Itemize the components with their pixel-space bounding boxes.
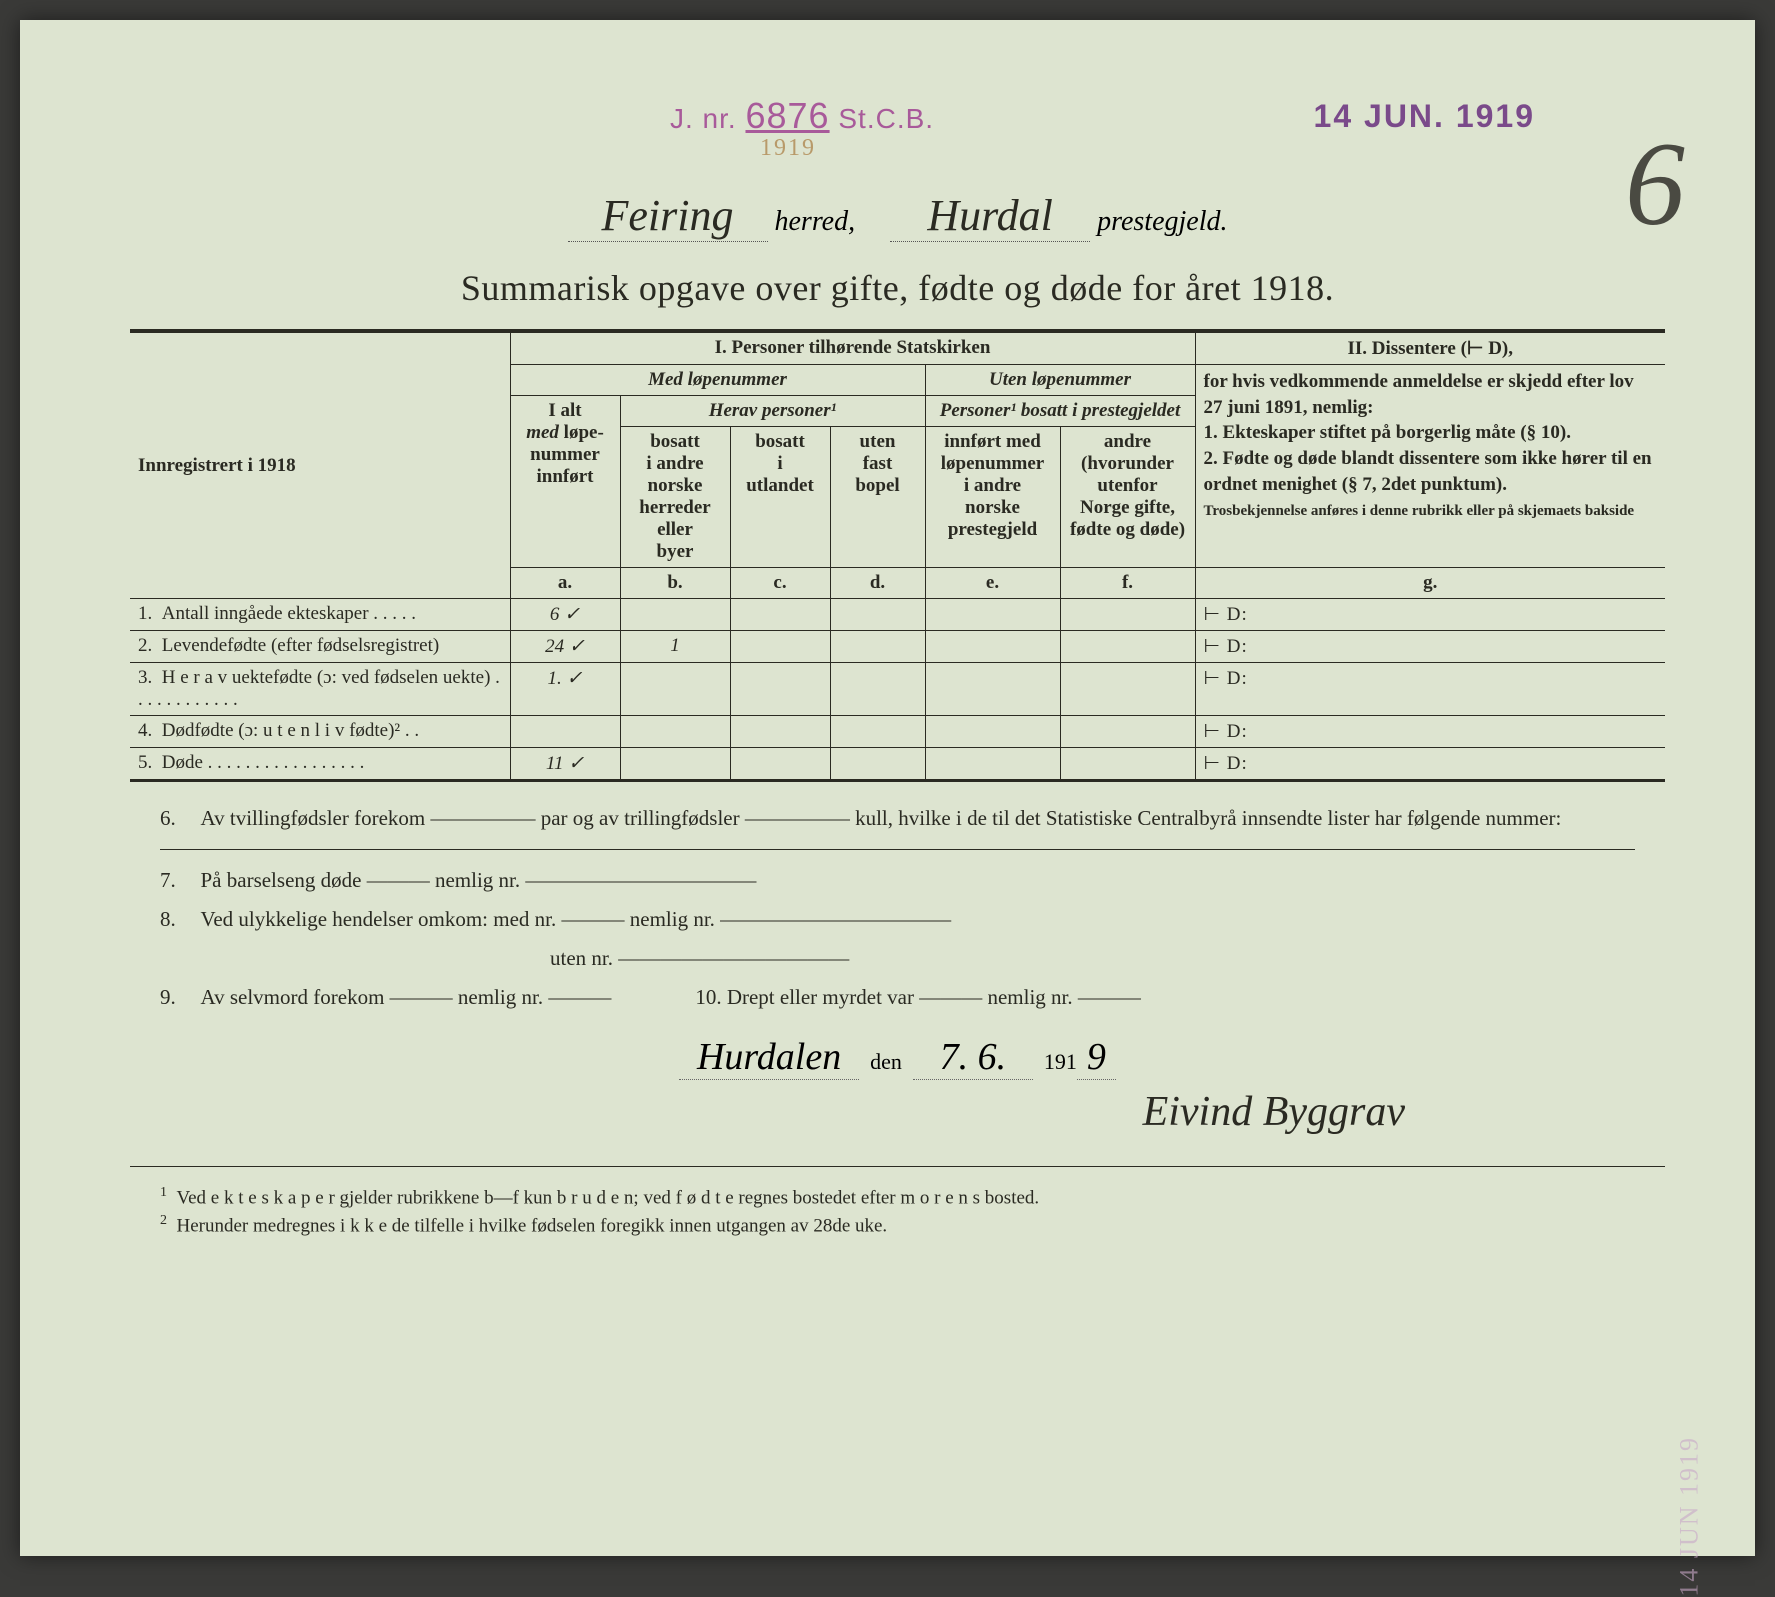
- footnote-2: 2 Herunder medregnes i k k e de tilfelle…: [160, 1213, 1635, 1237]
- journal-number-stamp: J. nr. 6876 St.C.B.: [670, 95, 934, 137]
- main-table: Innregistrert i 1918 I. Personer tilhøre…: [130, 329, 1665, 782]
- header-line: Feiring herred, Hurdal prestegjeld.: [130, 190, 1665, 242]
- document-page: J. nr. 6876 St.C.B. 1919 14 JUN. 1919 6 …: [20, 20, 1755, 1556]
- jnr-number: 6876: [745, 95, 829, 136]
- herav-personer: Herav personer¹: [620, 396, 925, 427]
- footnote-1: 1 Ved e k t e s k a p e r gjelder rubrik…: [160, 1185, 1635, 1209]
- prestegjeld-value: Hurdal: [890, 190, 1090, 242]
- herred-value: Feiring: [568, 190, 768, 242]
- jnr-label: J. nr.: [670, 103, 737, 134]
- signature-place: Hurdalen: [679, 1035, 859, 1080]
- document-title: Summarisk opgave over gifte, fødte og dø…: [130, 267, 1665, 309]
- signature-date: 7. 6.: [913, 1035, 1033, 1080]
- col-letter-f: f.: [1060, 568, 1195, 599]
- herred-label: herred,: [775, 206, 856, 237]
- signature-name: Eivind Byggrav: [130, 1088, 1665, 1136]
- col-f-head: andre(hvorunderutenforNorge gifte,fødte …: [1060, 427, 1195, 568]
- side-date-stamp: 14 JUN 1919: [1675, 1436, 1705, 1597]
- col-letter-a: a.: [510, 568, 620, 599]
- table-row: 1. Antall inngåede ekteskaper . . . . . …: [130, 599, 1665, 631]
- dissentere-text: for hvis vedkommende anmeldelse er skjed…: [1195, 365, 1665, 568]
- table-row: 3. H e r a v uektefødte (ɔ: ved fødselen…: [130, 663, 1665, 716]
- jnr-year: 1919: [760, 135, 816, 162]
- col-e-head: innført medløpenummeri andrenorskepreste…: [925, 427, 1060, 568]
- section1-head: I. Personer tilhørende Statskirken: [510, 331, 1195, 365]
- left-header: Innregistrert i 1918: [130, 331, 510, 599]
- col-letter-b: b.: [620, 568, 730, 599]
- col-b-head: bosatti andrenorskeherrederellerbyer: [620, 427, 730, 568]
- section2-head: II. Dissentere (⊢ D),: [1195, 331, 1665, 365]
- med-lopenummer: Med løpenummer: [510, 365, 925, 396]
- col-letter-g: g.: [1195, 568, 1665, 599]
- personer-bosatt: Personer¹ bosatt i prestegjeldet: [925, 396, 1195, 427]
- col-a-head: I altmed løpe-nummerinnført: [510, 396, 620, 568]
- col-letter-c: c.: [730, 568, 830, 599]
- signature-line: Hurdalen den 7. 6. 1919: [130, 1035, 1665, 1080]
- item-6: 6. Av tvillingfødsler forekom ————— par …: [130, 806, 1665, 831]
- item-8: 8. Ved ulykkelige hendelser omkom: med n…: [130, 907, 1665, 932]
- below-table-section: 6. Av tvillingfødsler forekom ————— par …: [130, 806, 1665, 1136]
- prestegjeld-label: prestegjeld.: [1097, 206, 1227, 237]
- divider: [160, 849, 1635, 850]
- col-c-head: bosattiutlandet: [730, 427, 830, 568]
- uten-lopenummer: Uten løpenummer: [925, 365, 1195, 396]
- footnotes: 1 Ved e k t e s k a p e r gjelder rubrik…: [130, 1166, 1665, 1238]
- item-8b: uten nr. ———————————: [130, 946, 1665, 971]
- col-letter-d: d.: [830, 568, 925, 599]
- table-row: 2. Levendefødte (efter fødselsregistret)…: [130, 631, 1665, 663]
- page-number: 6: [1625, 115, 1685, 253]
- table-row: 5. Døde . . . . . . . . . . . . . . . . …: [130, 748, 1665, 781]
- col-d-head: utenfastbopel: [830, 427, 925, 568]
- received-date-stamp: 14 JUN. 1919: [1314, 98, 1535, 135]
- jnr-suffix: St.C.B.: [838, 103, 934, 134]
- table-row: 4. Dødfødte (ɔ: u t e n l i v fødte)² . …: [130, 716, 1665, 748]
- item-7: 7. På barselseng døde ——— nemlig nr. ———…: [130, 868, 1665, 893]
- item-9-10: 9. Av selvmord forekom ——— nemlig nr. ——…: [130, 985, 1665, 1010]
- col-letter-e: e.: [925, 568, 1060, 599]
- signature-year: 9: [1077, 1035, 1116, 1080]
